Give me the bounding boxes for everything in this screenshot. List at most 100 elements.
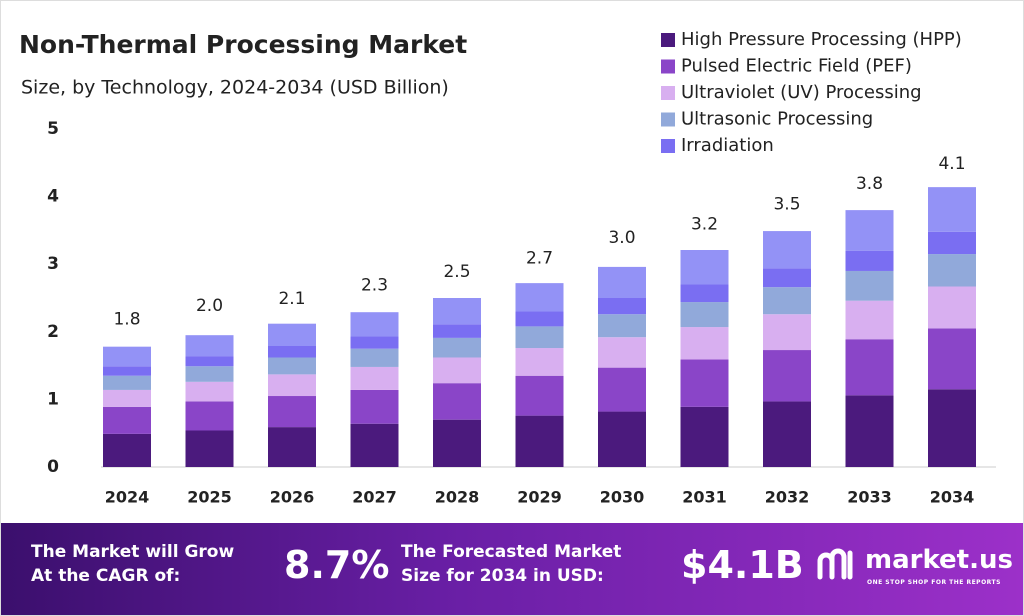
bar-segment (763, 287, 811, 315)
bar-segment (350, 366, 399, 390)
bar-segment (845, 210, 894, 251)
bar-segment (103, 389, 151, 407)
bar-segment (845, 300, 894, 340)
x-tick-label: 2024 (105, 488, 150, 507)
x-tick-label: 2025 (187, 488, 232, 507)
x-tick-label: 2032 (765, 488, 810, 507)
bar-segment (350, 312, 399, 337)
bar-segment (515, 348, 564, 376)
bar-segment (763, 268, 811, 288)
y-tick-label: 3 (47, 254, 59, 274)
legend-label: Ultrasonic Processing (681, 109, 873, 130)
cagr-text: The Market will Grow At the CAGR of: (31, 540, 234, 588)
x-tick-label: 2030 (600, 488, 645, 507)
y-tick-label: 4 (47, 187, 59, 207)
x-tick-label: 2033 (847, 488, 892, 507)
bar-segment (350, 389, 399, 424)
footer: The Market will Grow At the CAGR of: 8.7%… (1, 523, 1023, 615)
legend-swatch (661, 86, 675, 100)
logo-text: market.us (865, 545, 1013, 575)
chart-title: Non-Thermal Processing Market (19, 30, 467, 59)
total-label: 2.1 (278, 289, 305, 309)
text-line: The Forecasted Market (401, 542, 622, 562)
bar-segment (268, 323, 316, 346)
legend-label: Ultraviolet (UV) Processing (681, 82, 922, 103)
legend-label: Pulsed Electric Field (PEF) (681, 56, 912, 77)
bar-segment (103, 433, 151, 467)
bar-segment (680, 359, 729, 407)
bar-segment (598, 266, 646, 298)
bar-segment (185, 335, 234, 357)
bar-segment (598, 298, 646, 315)
forecast-text: The Forecasted Market Size for 2034 in US… (401, 540, 621, 588)
x-tick-label: 2031 (682, 488, 727, 507)
bar-segment (928, 286, 976, 329)
text-line: The Market will Grow (31, 542, 235, 562)
bar-segment (103, 346, 151, 367)
bar-segment (268, 345, 316, 358)
bar-segment (103, 366, 151, 376)
bar-segment (515, 311, 564, 327)
logo-icon (817, 548, 853, 580)
bar-segment (763, 350, 811, 402)
bar-segment (268, 374, 316, 397)
x-tick-label: 2028 (435, 488, 480, 507)
bar-segment (433, 324, 481, 338)
forecast-value: $4.1B (681, 543, 804, 587)
bar-segment (928, 231, 976, 255)
total-label: 2.3 (361, 276, 388, 296)
total-label: 4.1 (938, 154, 965, 174)
y-tick-label: 0 (47, 457, 59, 477)
bar-segment (845, 395, 894, 467)
bar-segment (185, 366, 234, 382)
bar-segment (845, 250, 894, 271)
x-tick-label: 2027 (352, 488, 397, 507)
bar-segment (185, 356, 234, 367)
bar-segment (433, 298, 481, 325)
bar-segment (928, 389, 976, 467)
bar-segment (185, 381, 234, 402)
bar-segment (928, 328, 976, 390)
bar-segment (268, 427, 316, 467)
text-line: At the CAGR of: (31, 566, 181, 586)
bar-segment (598, 367, 646, 412)
bar-segment (928, 254, 976, 287)
bar-segment (680, 250, 729, 285)
bar-segment (598, 411, 646, 467)
legend-label: Irradiation (681, 135, 774, 156)
total-label: 1.8 (113, 309, 140, 329)
total-label: 3.5 (773, 194, 800, 214)
bar-segment (515, 415, 564, 467)
legend-swatch (661, 139, 675, 153)
bar-segment (680, 302, 729, 328)
bar-segment (433, 383, 481, 420)
bar-segment (845, 339, 894, 396)
bar-segment (680, 327, 729, 360)
bar-segment (433, 337, 481, 358)
legend-swatch (661, 112, 675, 127)
bar-segment (433, 419, 481, 467)
total-label: 3.8 (856, 174, 883, 194)
bar-segment (103, 406, 151, 434)
logo-tagline: ONE STOP SHOP FOR THE REPORTS (867, 579, 1001, 586)
x-tick-label: 2029 (517, 488, 562, 507)
bar-segment (268, 357, 316, 375)
total-label: 3.0 (608, 228, 635, 248)
chart: Non-Thermal Processing Market Size, by T… (19, 29, 996, 507)
bar-segment (845, 270, 894, 301)
total-label: 2.7 (526, 248, 553, 268)
x-tick-label: 2034 (930, 488, 975, 507)
total-label: 3.2 (691, 215, 718, 235)
bar-segment (680, 406, 729, 467)
bar-segment (185, 430, 234, 467)
bar-segment (763, 401, 811, 467)
bar-segment (680, 284, 729, 303)
legend-swatch (661, 59, 675, 74)
bar-segment (763, 314, 811, 351)
bar-segment (515, 283, 564, 312)
x-tick-label: 2026 (270, 488, 315, 507)
total-label: 2.0 (196, 296, 223, 316)
bar-segment (598, 314, 646, 338)
bar-segment (598, 337, 646, 368)
